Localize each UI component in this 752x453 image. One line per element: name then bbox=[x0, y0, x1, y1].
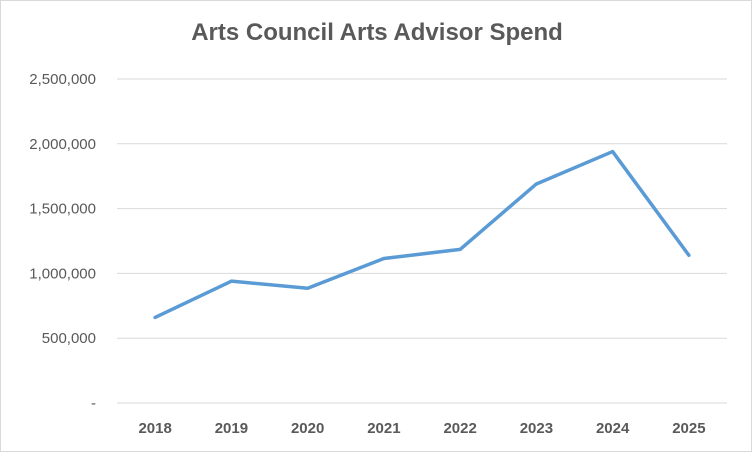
x-tick-label: 2019 bbox=[215, 420, 248, 437]
data-point bbox=[458, 247, 462, 251]
series-layer bbox=[153, 149, 691, 320]
data-point bbox=[229, 279, 233, 283]
y-tick-label: 2,500,000 bbox=[29, 71, 96, 88]
series-line bbox=[153, 149, 691, 320]
x-tick-label: 2018 bbox=[138, 420, 171, 437]
data-point bbox=[153, 315, 157, 319]
y-tick-label: 1,000,000 bbox=[29, 265, 96, 282]
y-tick-label: 2,000,000 bbox=[29, 136, 96, 153]
x-tick-label: 2020 bbox=[291, 420, 324, 437]
chart-title: Arts Council Arts Advisor Spend bbox=[191, 19, 563, 46]
data-point bbox=[611, 150, 615, 154]
x-tick-label: 2022 bbox=[443, 420, 476, 437]
data-point bbox=[534, 182, 538, 186]
x-tick-label: 2025 bbox=[672, 420, 705, 437]
y-tick-label: 500,000 bbox=[42, 330, 96, 347]
x-axis-ticks: 2018 2019 2020 2021 2022 2023 2024 2025 bbox=[138, 420, 705, 437]
y-tick-label: - bbox=[91, 395, 96, 412]
data-point bbox=[382, 256, 386, 260]
y-axis-ticks: - 500,000 1,000,000 1,500,000 2,000,000 2,500… bbox=[29, 71, 96, 412]
data-point bbox=[306, 286, 310, 290]
y-tick-label: 1,500,000 bbox=[29, 201, 96, 218]
x-tick-label: 2023 bbox=[520, 420, 553, 437]
x-tick-label: 2021 bbox=[367, 420, 400, 437]
x-tick-label: 2024 bbox=[596, 420, 630, 437]
data-point bbox=[687, 253, 691, 257]
gridlines bbox=[117, 78, 727, 404]
